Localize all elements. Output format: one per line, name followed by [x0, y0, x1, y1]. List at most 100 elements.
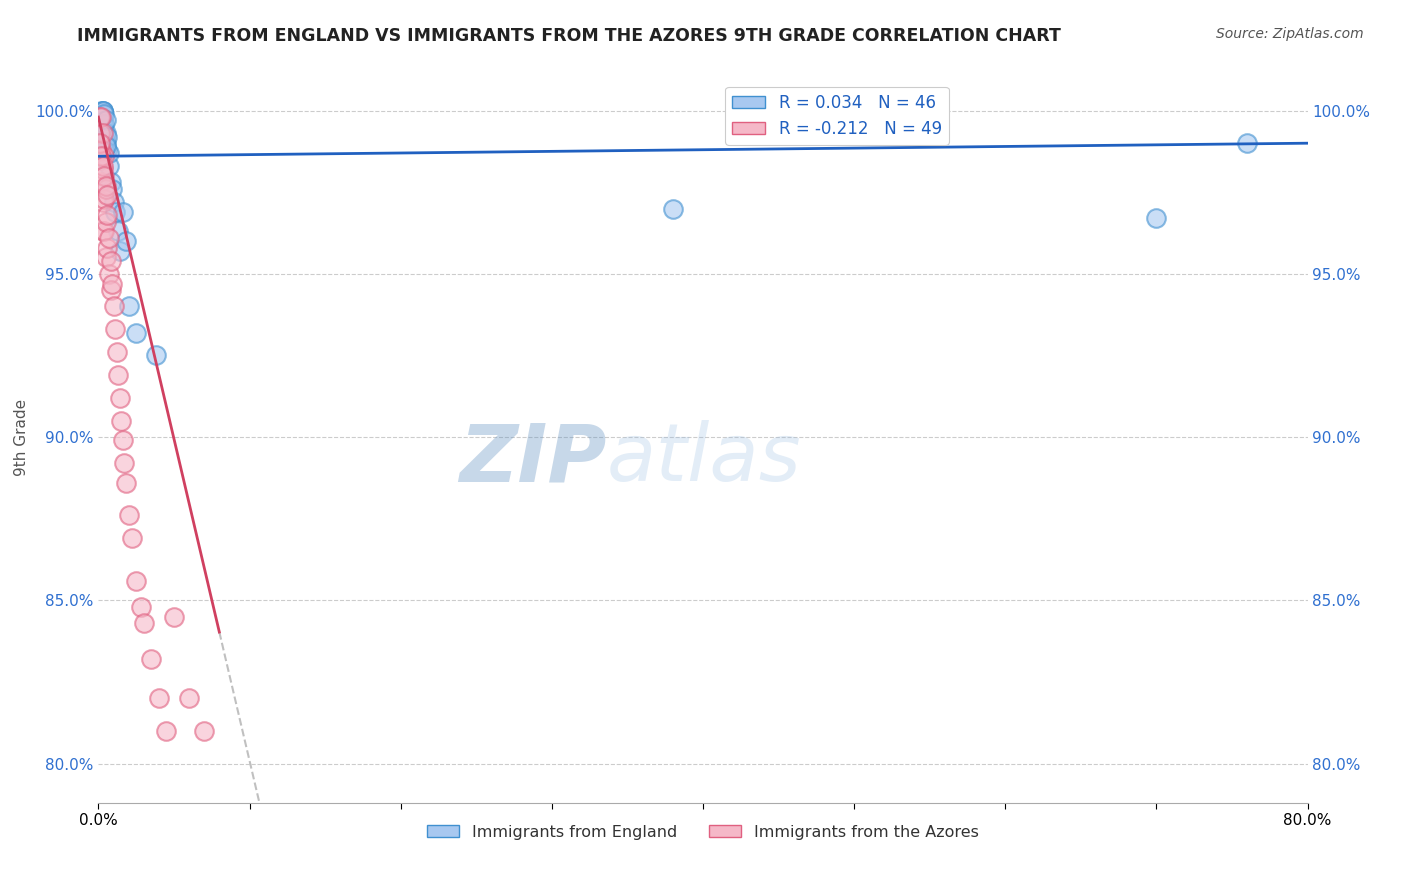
- Point: [94, 251, 117, 265]
- Point: [1236, 136, 1258, 151]
- Point: [93, 169, 115, 183]
- Point: [91, 224, 114, 238]
- Point: [91, 162, 114, 177]
- Point: [94, 139, 117, 153]
- Point: [96, 208, 118, 222]
- Point: [100, 283, 122, 297]
- Point: [98, 267, 121, 281]
- Point: [91, 113, 114, 128]
- Point: [121, 531, 143, 545]
- Point: [91, 194, 114, 209]
- Point: [118, 300, 141, 314]
- Point: [91, 146, 114, 161]
- Text: ZIP: ZIP: [458, 420, 606, 498]
- Point: [89, 127, 111, 141]
- Point: [96, 188, 118, 202]
- Point: [91, 159, 114, 173]
- Point: [94, 214, 117, 228]
- Point: [93, 136, 115, 151]
- Point: [129, 599, 152, 614]
- Point: [89, 136, 111, 151]
- Point: [93, 224, 115, 238]
- Point: [93, 107, 115, 121]
- Point: [89, 153, 111, 167]
- Point: [89, 110, 111, 124]
- Point: [111, 434, 134, 448]
- Point: [148, 691, 170, 706]
- Point: [114, 475, 136, 490]
- Point: [90, 110, 112, 124]
- Point: [94, 178, 117, 193]
- Point: [91, 107, 114, 121]
- Point: [104, 322, 127, 336]
- Point: [90, 103, 112, 118]
- Point: [94, 136, 117, 151]
- Point: [98, 146, 121, 161]
- Point: [94, 113, 117, 128]
- Point: [107, 224, 129, 238]
- Point: [98, 231, 121, 245]
- Point: [94, 127, 117, 141]
- Legend: Immigrants from England, Immigrants from the Azores: Immigrants from England, Immigrants from…: [420, 818, 986, 846]
- Point: [112, 456, 135, 470]
- Point: [193, 723, 215, 738]
- Point: [90, 107, 112, 121]
- Point: [90, 143, 112, 157]
- Point: [91, 103, 114, 118]
- Point: [89, 110, 111, 124]
- Point: [91, 103, 114, 118]
- Point: [104, 204, 127, 219]
- Point: [91, 127, 114, 141]
- Point: [145, 348, 167, 362]
- Point: [103, 300, 125, 314]
- Point: [98, 159, 121, 173]
- Text: Source: ZipAtlas.com: Source: ZipAtlas.com: [1216, 27, 1364, 41]
- Point: [110, 414, 132, 428]
- Y-axis label: 9th Grade: 9th Grade: [14, 399, 28, 475]
- Point: [101, 277, 124, 291]
- Point: [141, 652, 163, 666]
- Point: [103, 194, 125, 209]
- Point: [90, 175, 112, 189]
- Point: [179, 691, 201, 706]
- Point: [101, 182, 124, 196]
- Point: [91, 139, 114, 153]
- Point: [155, 723, 177, 738]
- Point: [125, 574, 148, 588]
- Point: [90, 113, 112, 128]
- Point: [89, 153, 111, 167]
- Point: [90, 149, 112, 163]
- Point: [96, 241, 118, 255]
- Point: [132, 616, 155, 631]
- Point: [163, 609, 186, 624]
- Point: [91, 133, 114, 147]
- Point: [90, 123, 112, 137]
- Text: atlas: atlas: [606, 420, 801, 498]
- Point: [91, 127, 114, 141]
- Point: [93, 143, 115, 157]
- Point: [93, 127, 115, 141]
- Point: [118, 508, 141, 523]
- Point: [96, 129, 118, 144]
- Point: [93, 149, 115, 163]
- Point: [91, 120, 114, 134]
- Point: [90, 149, 112, 163]
- Point: [1144, 211, 1167, 226]
- Point: [111, 204, 134, 219]
- Point: [105, 345, 128, 359]
- Point: [96, 143, 118, 157]
- Point: [114, 234, 136, 248]
- Text: IMMIGRANTS FROM ENGLAND VS IMMIGRANTS FROM THE AZORES 9TH GRADE CORRELATION CHAR: IMMIGRANTS FROM ENGLAND VS IMMIGRANTS FR…: [77, 27, 1062, 45]
- Point: [661, 202, 683, 216]
- Point: [125, 326, 148, 340]
- Point: [90, 107, 112, 121]
- Point: [93, 117, 115, 131]
- Point: [107, 368, 129, 382]
- Point: [108, 244, 131, 258]
- Point: [91, 103, 114, 118]
- Point: [100, 175, 122, 189]
- Point: [100, 253, 122, 268]
- Point: [94, 182, 117, 196]
- Point: [93, 192, 115, 206]
- Point: [108, 391, 131, 405]
